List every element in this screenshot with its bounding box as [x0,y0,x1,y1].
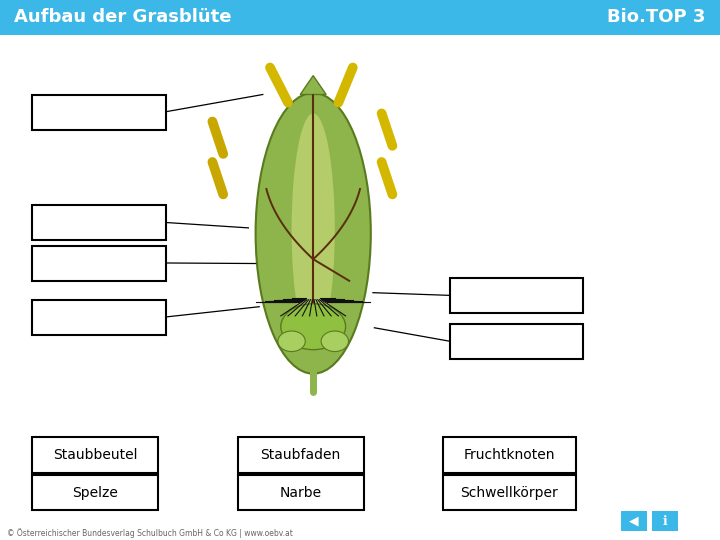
Text: Staubfaden: Staubfaden [261,448,341,462]
Text: Spelze: Spelze [73,486,118,500]
FancyBboxPatch shape [238,475,364,510]
FancyBboxPatch shape [32,246,166,281]
Text: ℹ: ℹ [662,515,667,528]
Polygon shape [300,76,326,94]
Ellipse shape [281,303,346,350]
Text: Schwellkörper: Schwellkörper [461,486,558,500]
FancyBboxPatch shape [652,511,678,531]
FancyBboxPatch shape [450,324,583,359]
Ellipse shape [321,331,348,352]
Ellipse shape [256,93,371,374]
FancyBboxPatch shape [32,94,166,130]
Text: Narbe: Narbe [279,486,322,500]
Text: Fruchtknoten: Fruchtknoten [464,448,555,462]
FancyBboxPatch shape [32,475,158,510]
Ellipse shape [292,113,335,346]
Text: Bio.TOP 3: Bio.TOP 3 [607,8,706,26]
FancyBboxPatch shape [0,0,720,35]
FancyBboxPatch shape [32,300,166,335]
Ellipse shape [278,331,305,352]
Text: Staubbeutel: Staubbeutel [53,448,138,462]
FancyBboxPatch shape [621,511,647,531]
FancyBboxPatch shape [443,475,576,510]
FancyBboxPatch shape [450,278,583,313]
FancyBboxPatch shape [32,205,166,240]
Text: © Österreichischer Bundesverlag Schulbuch GmbH & Co KG | www.oebv.at: © Österreichischer Bundesverlag Schulbuc… [7,528,293,538]
Text: Aufbau der Grasblüte: Aufbau der Grasblüte [14,8,232,26]
FancyBboxPatch shape [443,437,576,472]
FancyBboxPatch shape [32,437,158,472]
FancyBboxPatch shape [238,437,364,472]
Text: ◀: ◀ [629,515,639,528]
